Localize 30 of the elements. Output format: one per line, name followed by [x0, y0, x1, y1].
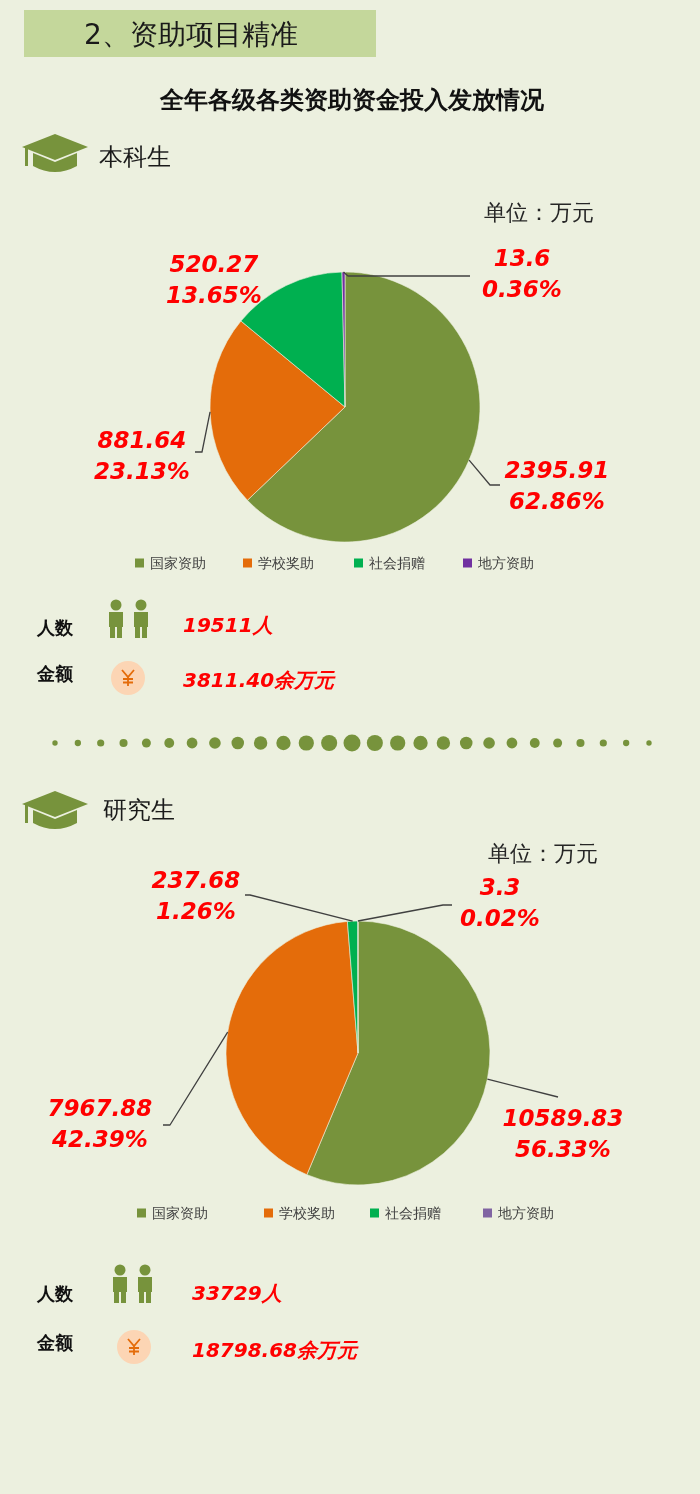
legend-label: 社会捐赠 [369, 555, 425, 571]
chart-title: 研究生 [103, 796, 175, 824]
text: 33729人 [192, 1281, 282, 1305]
data-label: 881.64 23.13% [94, 427, 190, 484]
legend-label: 社会捐赠 [385, 1205, 441, 1221]
legend-label: 地方资助 [497, 1205, 554, 1221]
chart-subtitle: 单位：万元 [484, 199, 594, 225]
chart-subtitle: 单位：万元 [488, 840, 598, 866]
legend-label: 学校奖助 [279, 1205, 335, 1221]
chart-title: 本科生 [99, 143, 171, 171]
text: 人数 [36, 616, 74, 638]
data-label: 237.68 1.26% [151, 867, 241, 924]
data-label: 2395.91 62.86% [504, 457, 610, 514]
legend-label: 地方资助 [477, 555, 534, 571]
data-label: 10589.83 56.33% [502, 1105, 624, 1162]
text: 19511人 [183, 613, 273, 637]
text: 金额 [36, 662, 74, 684]
text: 18798.68余万元 [192, 1338, 360, 1362]
text: 2、资助项目精准 [84, 17, 298, 51]
data-label: 7967.88 42.39% [47, 1095, 153, 1152]
legend-label: 学校奖助 [258, 555, 314, 571]
text: 金额 [36, 1331, 74, 1353]
text: 3811.40余万元 [183, 668, 337, 692]
data-label: 520.27 13.65% [166, 251, 262, 308]
legend-label: 国家资助 [152, 1205, 208, 1221]
data-label: 13.6 0.36% [482, 245, 562, 302]
text: 全年各级各类资助资金投入发放情况 [159, 86, 545, 114]
data-label: 3.3 0.02% [460, 874, 540, 931]
text: 人数 [36, 1282, 74, 1304]
legend-label: 国家资助 [150, 555, 206, 571]
